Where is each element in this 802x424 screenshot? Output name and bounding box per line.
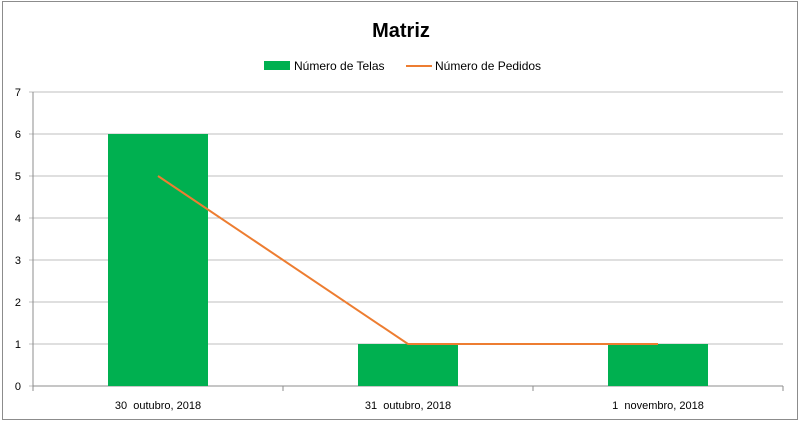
bar bbox=[108, 134, 208, 386]
bar bbox=[608, 344, 708, 386]
chart-title: Matriz bbox=[372, 20, 430, 42]
y-tick-label: 2 bbox=[15, 297, 21, 309]
y-tick-label: 1 bbox=[15, 339, 21, 351]
legend-label-line: Número de Pedidos bbox=[435, 59, 541, 73]
line-series bbox=[157, 175, 658, 345]
y-tick-label: 7 bbox=[15, 87, 21, 99]
x-category-label: 31 outubro, 2018 bbox=[365, 400, 451, 412]
x-category-label: 30 outubro, 2018 bbox=[115, 400, 201, 412]
legend-label-bars: Número de Telas bbox=[294, 59, 385, 73]
bar bbox=[358, 344, 458, 386]
y-tick-label: 5 bbox=[15, 171, 21, 183]
y-tick-label: 6 bbox=[15, 129, 21, 141]
legend-swatch-bars bbox=[264, 61, 290, 70]
y-tick-label: 3 bbox=[15, 255, 21, 267]
y-tick-label: 0 bbox=[15, 381, 21, 393]
x-category-label: 1 novembro, 2018 bbox=[612, 400, 704, 412]
y-tick-label: 4 bbox=[15, 213, 21, 225]
